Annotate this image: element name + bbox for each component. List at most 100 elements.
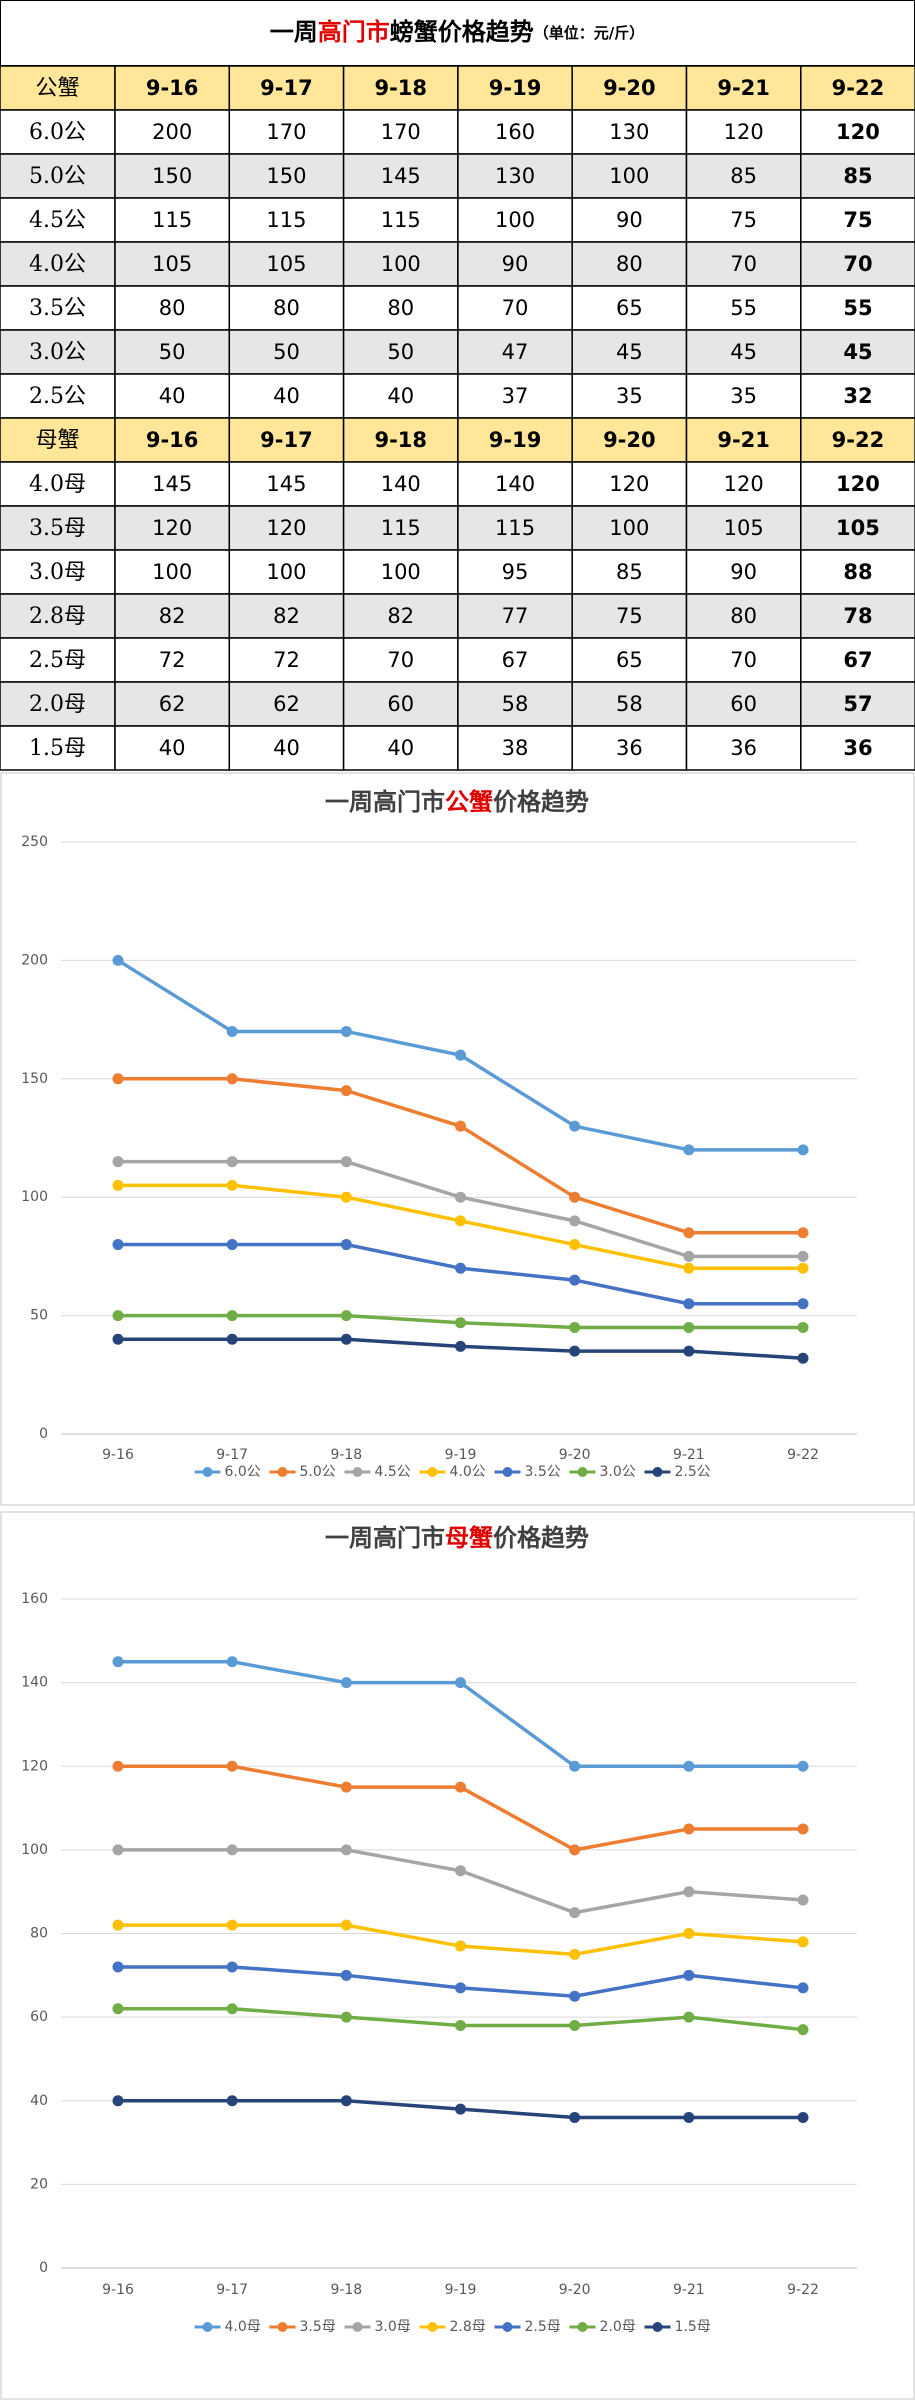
x-tick-label: 9-17 <box>216 1447 248 1463</box>
table-cell <box>800 65 915 111</box>
data-point <box>455 1215 466 1227</box>
table-cell <box>571 329 688 375</box>
y-tick-label: 160 <box>21 1591 48 1607</box>
table-cell <box>571 725 688 771</box>
data-point <box>569 1191 581 1203</box>
table-header: 9-22 <box>832 428 885 452</box>
data-point <box>683 1298 695 1310</box>
text-part: 螃蟹价格趋势 <box>390 18 534 46</box>
x-tick-label: 9-18 <box>330 2282 362 2298</box>
legend-label: 4.0公 <box>450 1464 486 1480</box>
table-value: 65 <box>616 296 643 320</box>
table-cell <box>0 461 116 507</box>
table-cell <box>114 505 231 551</box>
table-cell <box>228 505 345 551</box>
table-cell <box>800 241 915 287</box>
data-point <box>455 1940 466 1952</box>
table-cell <box>685 417 802 463</box>
table-cell <box>571 637 688 683</box>
table-value: 105 <box>836 516 880 540</box>
table-value: 100 <box>609 164 649 188</box>
y-tick-label: 100 <box>21 1189 48 1205</box>
table-header: 9-22 <box>832 76 885 100</box>
table-cell <box>114 593 231 639</box>
table-value: 3.5母 <box>29 516 86 541</box>
table-value: 67 <box>502 648 529 672</box>
data-point <box>340 1919 352 1931</box>
text-part: 公蟹 <box>445 787 493 816</box>
y-tick-label: 40 <box>30 2093 48 2109</box>
table-value: 75 <box>843 208 872 232</box>
table-value: 170 <box>381 120 421 144</box>
chart-frame <box>0 772 915 1506</box>
table-value: 72 <box>273 648 300 672</box>
data-point <box>112 2095 124 2107</box>
table-value: 4.0母 <box>29 472 86 497</box>
table-cell <box>228 197 345 243</box>
table-header: 9-17 <box>260 428 313 452</box>
table-header: 9-16 <box>146 428 199 452</box>
data-point <box>569 1120 581 1132</box>
table-value: 75 <box>730 208 757 232</box>
data-point <box>569 1990 581 2002</box>
table-cell <box>342 417 459 463</box>
table-cell <box>228 241 345 287</box>
table-value: 80 <box>273 296 300 320</box>
table-value: 115 <box>495 516 535 540</box>
table-value: 120 <box>836 120 880 144</box>
table-value: 85 <box>616 560 643 584</box>
table-cell <box>342 505 459 551</box>
text-part: 母蟹 <box>445 1523 493 1552</box>
table-value: 45 <box>616 340 643 364</box>
legend-label: 2.8母 <box>450 2319 486 2335</box>
data-point <box>455 1317 466 1329</box>
table-header: 9-18 <box>374 428 427 452</box>
table-value: 2.5公 <box>29 384 86 409</box>
table-value: 58 <box>616 692 643 716</box>
data-point <box>797 1823 809 1835</box>
data-point <box>226 1179 238 1191</box>
table-value: 77 <box>502 604 529 628</box>
data-point <box>683 2011 695 2023</box>
data-point <box>112 1179 124 1191</box>
data-point <box>226 1239 238 1251</box>
table-value: 35 <box>730 384 757 408</box>
data-point <box>683 1321 695 1333</box>
table-cell <box>0 153 116 199</box>
y-tick-label: 60 <box>30 2009 48 2025</box>
data-point <box>226 1025 238 1037</box>
data-point <box>340 1239 352 1251</box>
table-cell <box>0 725 116 771</box>
data-point <box>797 1262 809 1274</box>
legend-label: 4.5公 <box>375 1464 411 1480</box>
x-tick-label: 9-22 <box>787 1447 819 1463</box>
table-value: 82 <box>273 604 300 628</box>
table-value: 2.8母 <box>29 604 86 629</box>
data-point <box>226 1919 238 1931</box>
table-value: 50 <box>273 340 300 364</box>
table-cell <box>457 241 573 287</box>
table-cell <box>228 153 345 199</box>
table-value: 36 <box>616 736 643 760</box>
table-cell <box>228 65 345 111</box>
table-cell <box>800 461 915 507</box>
table-value: 100 <box>381 252 421 276</box>
data-point <box>226 1844 238 1856</box>
data-point <box>455 1049 466 1061</box>
data-point <box>683 1969 695 1981</box>
table-cell <box>800 681 915 727</box>
table-value: 70 <box>730 252 757 276</box>
data-point <box>340 1677 352 1689</box>
table-value: 85 <box>843 164 872 188</box>
legend-marker <box>202 2322 213 2332</box>
data-point <box>112 1656 124 1668</box>
table-value: 4.5公 <box>29 208 86 233</box>
data-point <box>797 1760 809 1772</box>
table-value: 82 <box>387 604 414 628</box>
table-cell <box>571 593 688 639</box>
table-value: 145 <box>266 472 306 496</box>
data-point <box>455 1781 466 1793</box>
table-value: 100 <box>495 208 535 232</box>
table-value: 90 <box>502 252 529 276</box>
table-cell <box>800 197 915 243</box>
